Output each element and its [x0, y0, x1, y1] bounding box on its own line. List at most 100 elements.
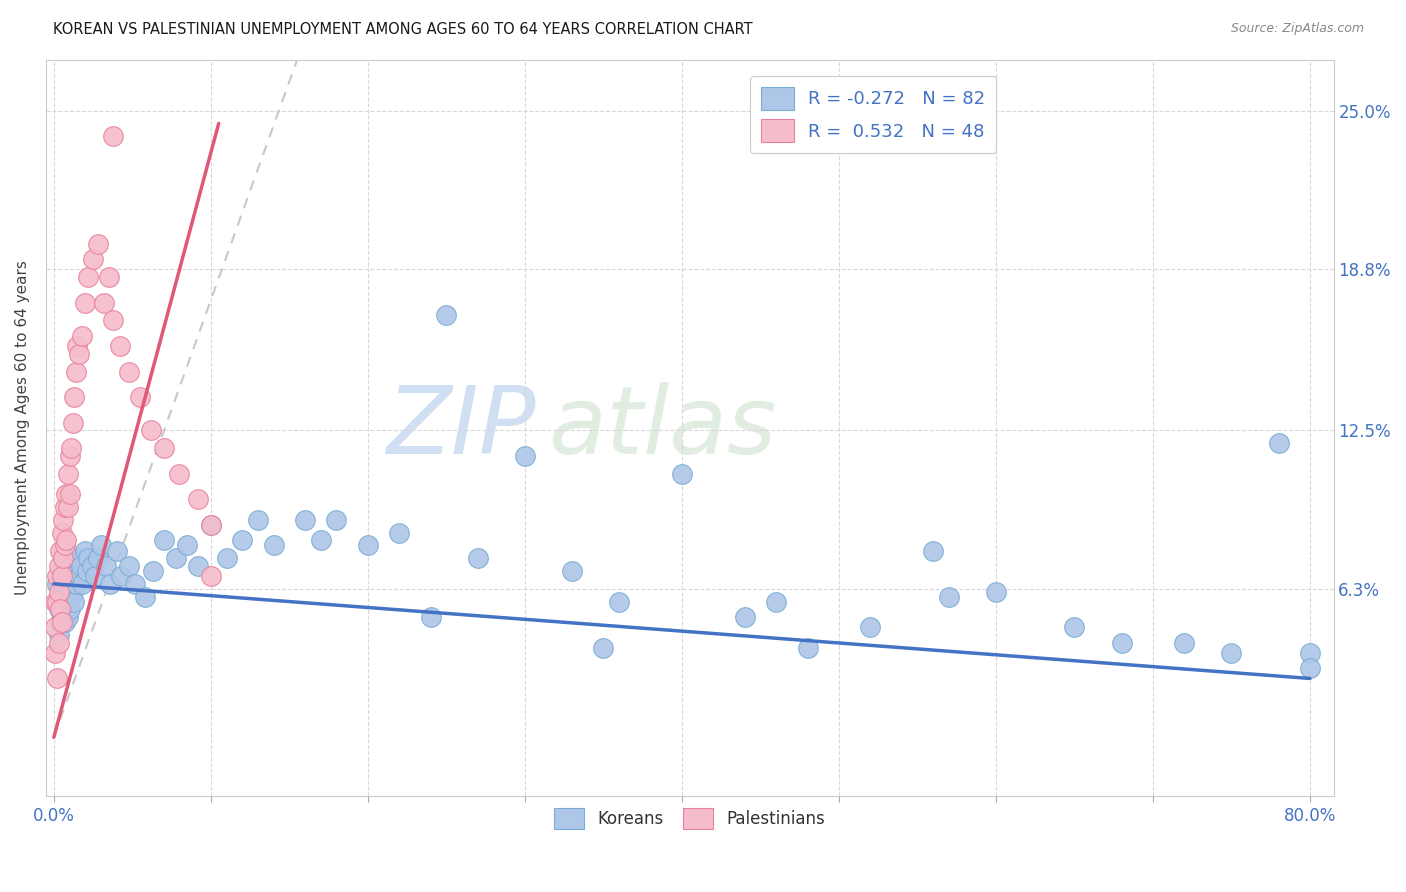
- Text: KOREAN VS PALESTINIAN UNEMPLOYMENT AMONG AGES 60 TO 64 YEARS CORRELATION CHART: KOREAN VS PALESTINIAN UNEMPLOYMENT AMONG…: [53, 22, 754, 37]
- Point: [200, 518, 222, 533]
- Point: [60, 564, 83, 578]
- Point: [152, 442, 174, 456]
- Point: [1220, 646, 1243, 660]
- Point: [388, 525, 411, 540]
- Point: [53, 615, 76, 630]
- Point: [796, 640, 818, 655]
- Text: atlas: atlas: [548, 383, 776, 474]
- Point: [52, 551, 75, 566]
- Point: [110, 569, 132, 583]
- Point: [263, 539, 285, 553]
- Point: [44, 620, 66, 634]
- Point: [765, 595, 787, 609]
- Point: [53, 500, 76, 515]
- Point: [75, 295, 97, 310]
- Y-axis label: Unemployment Among Ages 60 to 64 years: Unemployment Among Ages 60 to 64 years: [15, 260, 30, 595]
- Point: [55, 533, 77, 548]
- Point: [55, 487, 77, 501]
- Point: [46, 577, 69, 591]
- Point: [82, 252, 104, 266]
- Point: [200, 518, 222, 533]
- Point: [58, 487, 80, 501]
- Point: [176, 539, 198, 553]
- Point: [56, 467, 79, 481]
- Point: [165, 551, 187, 566]
- Point: [215, 551, 238, 566]
- Point: [48, 558, 70, 573]
- Point: [75, 543, 97, 558]
- Point: [309, 533, 332, 548]
- Point: [187, 558, 209, 573]
- Point: [46, 672, 69, 686]
- Point: [58, 449, 80, 463]
- Point: [142, 564, 165, 578]
- Point: [53, 590, 76, 604]
- Point: [513, 449, 536, 463]
- Point: [419, 610, 441, 624]
- Point: [44, 595, 66, 609]
- Point: [984, 584, 1007, 599]
- Point: [69, 558, 91, 573]
- Point: [70, 328, 93, 343]
- Point: [97, 270, 120, 285]
- Point: [90, 539, 112, 553]
- Point: [63, 390, 86, 404]
- Point: [51, 569, 73, 583]
- Point: [66, 551, 89, 566]
- Point: [67, 347, 90, 361]
- Text: Source: ZipAtlas.com: Source: ZipAtlas.com: [1230, 22, 1364, 36]
- Point: [53, 564, 76, 578]
- Point: [1063, 620, 1085, 634]
- Point: [152, 533, 174, 548]
- Point: [1111, 635, 1133, 649]
- Point: [56, 610, 79, 624]
- Point: [118, 558, 141, 573]
- Text: ZIP: ZIP: [385, 383, 536, 474]
- Point: [94, 558, 117, 573]
- Point: [859, 620, 882, 634]
- Point: [60, 590, 83, 604]
- Point: [607, 595, 630, 609]
- Point: [922, 543, 945, 558]
- Point: [938, 590, 960, 604]
- Point: [734, 610, 756, 624]
- Point: [62, 416, 84, 430]
- Point: [56, 584, 79, 599]
- Point: [46, 595, 69, 609]
- Point: [87, 236, 110, 251]
- Point: [77, 270, 100, 285]
- Point: [93, 295, 115, 310]
- Point: [53, 539, 76, 553]
- Point: [66, 339, 89, 353]
- Point: [62, 558, 84, 573]
- Point: [52, 602, 75, 616]
- Point: [434, 309, 457, 323]
- Point: [169, 467, 191, 481]
- Point: [63, 569, 86, 583]
- Point: [56, 558, 79, 573]
- Point: [48, 584, 70, 599]
- Point: [246, 513, 269, 527]
- Point: [108, 339, 131, 353]
- Point: [51, 615, 73, 630]
- Point: [1173, 635, 1195, 649]
- Point: [58, 577, 80, 591]
- Point: [48, 602, 70, 616]
- Point: [51, 525, 73, 540]
- Point: [60, 442, 83, 456]
- Point: [63, 595, 86, 609]
- Point: [592, 640, 614, 655]
- Point: [187, 492, 209, 507]
- Point: [467, 551, 489, 566]
- Point: [49, 590, 72, 604]
- Point: [325, 513, 347, 527]
- Point: [62, 584, 84, 599]
- Point: [83, 569, 105, 583]
- Point: [48, 628, 70, 642]
- Point: [49, 543, 72, 558]
- Point: [1267, 436, 1289, 450]
- Point: [357, 539, 380, 553]
- Point: [77, 551, 100, 566]
- Point: [56, 500, 79, 515]
- Point: [48, 635, 70, 649]
